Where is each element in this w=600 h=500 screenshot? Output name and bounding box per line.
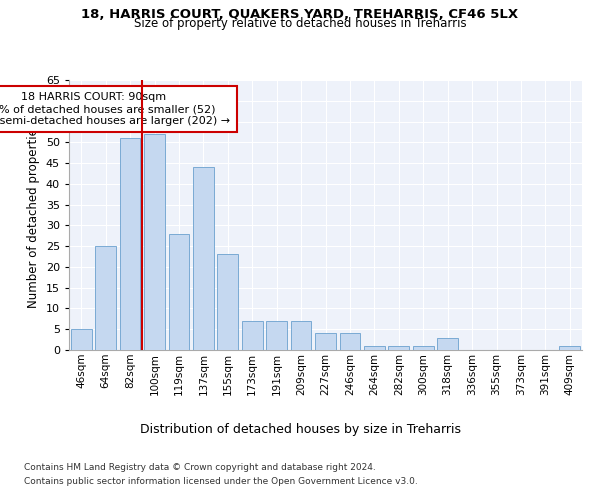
Bar bbox=[340, 334, 361, 350]
Bar bbox=[413, 346, 434, 350]
Bar bbox=[290, 321, 311, 350]
Bar bbox=[217, 254, 238, 350]
Text: Distribution of detached houses by size in Treharris: Distribution of detached houses by size … bbox=[139, 422, 461, 436]
Text: Contains public sector information licensed under the Open Government Licence v3: Contains public sector information licen… bbox=[24, 477, 418, 486]
Text: Contains HM Land Registry data © Crown copyright and database right 2024.: Contains HM Land Registry data © Crown c… bbox=[24, 464, 376, 472]
Bar bbox=[193, 167, 214, 350]
Bar bbox=[315, 334, 336, 350]
Bar bbox=[95, 246, 116, 350]
Bar bbox=[437, 338, 458, 350]
Bar bbox=[242, 321, 263, 350]
Y-axis label: Number of detached properties: Number of detached properties bbox=[27, 122, 40, 308]
Bar bbox=[388, 346, 409, 350]
Text: 18, HARRIS COURT, QUAKERS YARD, TREHARRIS, CF46 5LX: 18, HARRIS COURT, QUAKERS YARD, TREHARRI… bbox=[82, 8, 518, 20]
Bar bbox=[71, 329, 92, 350]
Bar bbox=[364, 346, 385, 350]
Bar bbox=[119, 138, 140, 350]
Text: Size of property relative to detached houses in Treharris: Size of property relative to detached ho… bbox=[134, 18, 466, 30]
Text: 18 HARRIS COURT: 90sqm
← 20% of detached houses are smaller (52)
79% of semi-det: 18 HARRIS COURT: 90sqm ← 20% of detached… bbox=[0, 92, 230, 126]
Bar bbox=[559, 346, 580, 350]
Bar bbox=[169, 234, 190, 350]
Bar bbox=[266, 321, 287, 350]
Bar bbox=[144, 134, 165, 350]
